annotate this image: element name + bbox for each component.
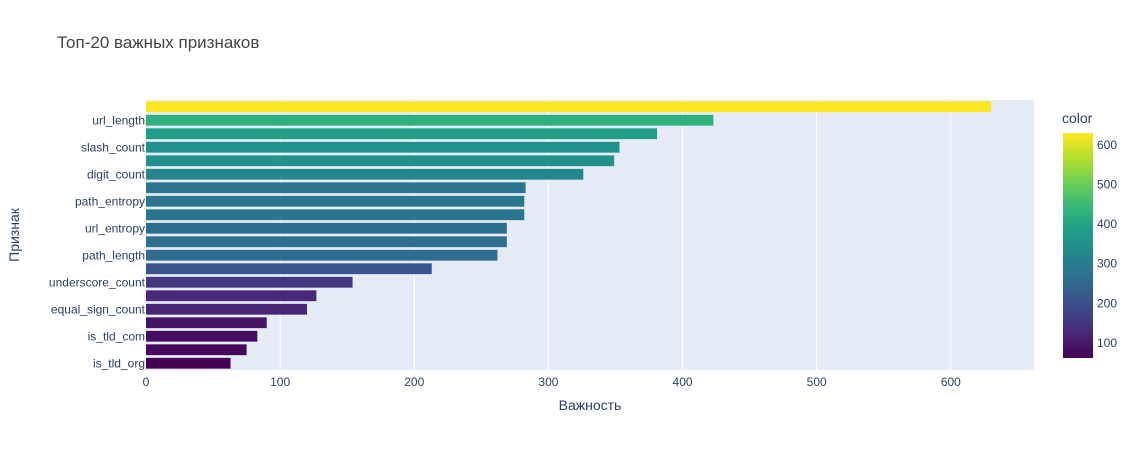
x-tick-label: 200 (404, 375, 424, 389)
bar (146, 357, 231, 369)
y-tick-label: path_length (82, 248, 145, 262)
y-tick-label: is_tld_org (93, 356, 145, 370)
bar (146, 209, 525, 221)
bar (146, 303, 307, 315)
bar (146, 330, 258, 342)
colorbar-tick-label: 300 (1097, 257, 1117, 271)
plot-area (146, 100, 1034, 370)
colorbar-tick-label: 500 (1097, 177, 1117, 191)
x-tick-label: 100 (270, 375, 290, 389)
colorbar-title: color (1062, 110, 1093, 126)
y-axis-title: Признак (6, 207, 22, 262)
bar (146, 195, 525, 207)
y-tick-label: equal_sign_count (51, 302, 146, 316)
bar (146, 276, 353, 288)
x-tick-label: 300 (538, 375, 558, 389)
bar (146, 101, 992, 113)
y-tick-label: path_entropy (75, 194, 145, 208)
bar (146, 344, 247, 356)
bar (146, 168, 584, 180)
bar (146, 182, 526, 194)
bar (146, 114, 714, 126)
y-tick-label: url_entropy (85, 221, 145, 235)
bar (146, 222, 507, 234)
bar (146, 236, 507, 248)
x-axis-title: Важность (559, 397, 622, 413)
y-tick-label: slash_count (81, 140, 146, 154)
colorbar-tick-label: 400 (1097, 217, 1117, 231)
colorbar-tick-labels: 100 200 300 400 500 600 (1097, 138, 1117, 350)
grid-lines (279, 100, 952, 370)
x-tick-labels: 0 100 200 300 400 500 600 (143, 375, 962, 389)
x-tick-label: 500 (807, 375, 827, 389)
x-tick-label: 400 (673, 375, 693, 389)
x-tick-label: 600 (941, 375, 961, 389)
bar (146, 317, 267, 329)
y-tick-labels: url_length slash_count digit_count path_ent… (49, 113, 146, 370)
colorbar-tick-label: 600 (1097, 138, 1117, 152)
bar (146, 155, 615, 167)
y-tick-label: is_tld_com (88, 329, 145, 343)
bar (146, 249, 498, 261)
chart-title: Топ-20 важных признаков (57, 33, 260, 52)
colorbar-tick-label: 100 (1097, 336, 1117, 350)
bars (146, 101, 992, 369)
bar (146, 128, 658, 140)
bar (146, 290, 317, 302)
colorbar (1063, 133, 1093, 358)
y-tick-label: digit_count (87, 167, 146, 181)
bar (146, 263, 432, 275)
bar (146, 141, 620, 153)
colorbar-tick-label: 200 (1097, 296, 1117, 310)
x-tick-label: 0 (143, 375, 150, 389)
y-tick-label: url_length (92, 113, 145, 127)
y-tick-label: underscore_count (49, 275, 146, 289)
